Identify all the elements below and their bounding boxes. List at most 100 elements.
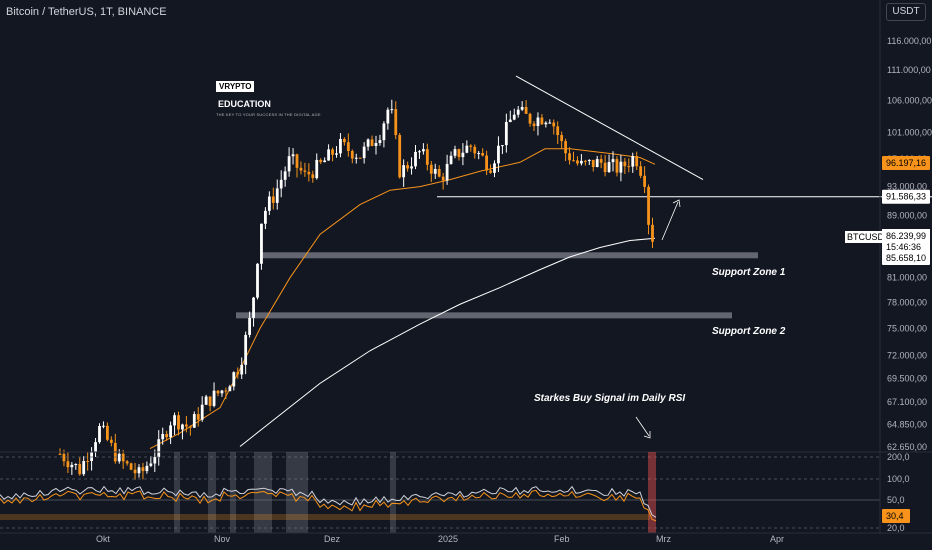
candle-body: [564, 141, 567, 154]
candle-body: [568, 153, 571, 161]
candle-body: [449, 155, 453, 164]
candle-body: [70, 464, 74, 468]
candle-body: [299, 167, 303, 171]
ma-value-tag: 96.197,16: [886, 158, 926, 168]
candle-body: [406, 165, 409, 169]
candle-body: [153, 457, 157, 464]
candle-body: [192, 414, 196, 428]
candle-body: [619, 161, 623, 173]
candle-body: [358, 157, 362, 159]
candle-body: [528, 113, 532, 124]
candle-body: [212, 390, 216, 406]
logo-tagline: THE KEY TO YOUR SUCCESS IN THE DIGITAL A…: [216, 112, 321, 117]
candle-body: [200, 404, 204, 420]
candle-body: [378, 140, 382, 144]
x-tick-label: Okt: [96, 534, 111, 544]
candle-body: [66, 461, 70, 468]
candle-body: [627, 166, 631, 168]
ma-value-tag-bg: [882, 156, 930, 170]
candle-body: [370, 139, 374, 146]
rsi-tick-label: 200,0: [887, 452, 910, 462]
candle-body: [256, 263, 259, 298]
currency-selector[interactable]: USDT: [886, 3, 926, 21]
candle-body: [461, 152, 465, 158]
candle-body: [504, 122, 508, 146]
candle-body: [94, 442, 97, 452]
candle-body: [623, 161, 627, 167]
x-tick-label: Apr: [770, 534, 784, 544]
candle-body: [418, 151, 421, 153]
candle-body: [422, 149, 425, 152]
time-axis: Okt Nov Dez 2025 Feb Mrz Apr: [0, 532, 932, 544]
candle-body: [390, 109, 394, 111]
candle-body: [425, 149, 429, 165]
logo-part1: VRYPTO: [216, 81, 255, 92]
candle-body: [149, 463, 153, 466]
candle-body: [224, 390, 228, 392]
candle-body: [548, 122, 552, 124]
candle-body: [346, 142, 350, 151]
y-tick-label: 101.000,00: [887, 127, 932, 137]
candle-body: [631, 156, 635, 167]
candle-body: [82, 461, 86, 475]
indicator-lines: [149, 75, 932, 450]
y-tick-label: 81.000,00: [887, 273, 927, 283]
candle-body: [204, 396, 208, 405]
x-tick-label: 2025: [438, 534, 458, 544]
candle-body: [102, 425, 105, 427]
candle-body: [560, 135, 564, 142]
candle-body: [216, 390, 220, 394]
candle-body: [319, 159, 323, 163]
candle-body: [576, 160, 579, 164]
candle-body: [121, 453, 125, 462]
candle-body: [323, 160, 327, 163]
y-tick-label: 89.000,00: [887, 211, 927, 221]
support-zone-1: [262, 252, 758, 259]
hline-value-tag-bg: [882, 189, 930, 204]
candle-body: [520, 106, 524, 110]
candle-body: [303, 170, 307, 172]
candle-body: [536, 117, 540, 127]
y-tick-label: 111.000,00: [887, 65, 931, 75]
rsi-signal-band: [648, 452, 656, 533]
rsi-highlight-band: [230, 452, 236, 533]
y-tick-label: 93.000,00: [887, 182, 927, 192]
hline-value-tag: 91.586,33: [886, 192, 926, 202]
rsi-signal-line: [0, 489, 657, 522]
candle-body: [647, 186, 650, 225]
candle-body: [157, 439, 161, 458]
candle-body: [343, 138, 346, 143]
candle-body: [512, 114, 516, 120]
candle-body: [129, 463, 133, 470]
candle-body: [485, 155, 488, 171]
candle-body: [493, 163, 496, 173]
candle-body: [362, 146, 366, 159]
candle-body: [651, 224, 654, 242]
candle-body: [615, 159, 619, 173]
candle-body: [90, 451, 93, 462]
candle-body: [556, 126, 560, 136]
candle-body: [98, 426, 101, 443]
candle-body: [414, 151, 417, 167]
support-zones: [236, 252, 758, 319]
candle-body: [469, 145, 473, 147]
rsi-highlight-band: [286, 452, 308, 533]
candle-body: [264, 210, 267, 224]
candle-body: [607, 162, 611, 173]
rsi-tick-label: 20,0: [887, 523, 905, 533]
rsi-highlight-band: [174, 452, 180, 533]
candle-body: [228, 386, 232, 392]
candle-body: [501, 145, 504, 147]
symbol-title: Bitcoin / TetherUS, 1T, BINANCE: [6, 6, 167, 18]
candle-body: [445, 163, 449, 181]
candle-body: [208, 396, 212, 406]
candle-body: [453, 149, 457, 156]
candle-body: [291, 154, 295, 157]
candle-body: [165, 433, 169, 438]
candle-body: [331, 149, 334, 155]
candle-body: [481, 153, 485, 156]
rsi-highlight-band: [390, 452, 396, 533]
candle-body: [267, 196, 271, 211]
candle-body: [398, 135, 402, 178]
